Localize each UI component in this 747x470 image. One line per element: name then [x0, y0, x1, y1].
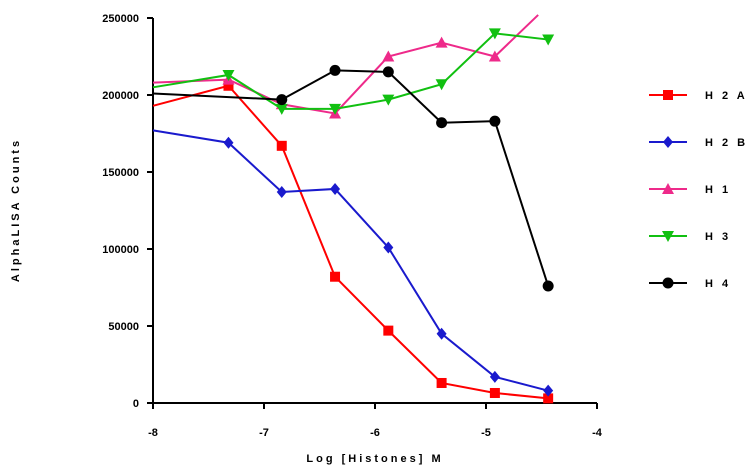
data-point — [435, 36, 448, 48]
legend-label: H 2 A — [705, 90, 747, 102]
x-axis-title: Log [Histones] M — [306, 453, 443, 465]
data-point — [542, 34, 555, 46]
series-line — [152, 32, 549, 110]
data-point — [382, 50, 395, 62]
x-tick-label: -4 — [592, 427, 603, 439]
series-layer — [152, 14, 555, 404]
x-tick-label: -8 — [148, 427, 158, 439]
legend-marker — [663, 90, 673, 100]
legend-marker — [662, 231, 674, 242]
data-point — [329, 64, 341, 76]
series-line — [152, 14, 539, 115]
legend-label: H 3 — [705, 231, 731, 243]
series-h3 — [152, 28, 555, 115]
data-point — [329, 103, 342, 115]
legend-item: H 3 — [649, 231, 731, 243]
series-h1 — [152, 14, 539, 119]
legend-item: H 4 — [649, 277, 731, 290]
legend-label: H 1 — [705, 184, 731, 196]
data-point — [543, 384, 554, 397]
y-tick-label: 150000 — [102, 167, 139, 179]
y-tick-label: 200000 — [102, 90, 139, 102]
data-point — [382, 66, 394, 78]
data-point — [382, 94, 395, 106]
legend-item: H 1 — [649, 183, 731, 196]
data-point — [436, 117, 448, 129]
series-line — [152, 69, 550, 287]
series-h2a — [152, 80, 554, 404]
data-point — [222, 69, 235, 81]
series-line — [152, 129, 549, 392]
data-point — [543, 393, 554, 404]
data-point — [436, 327, 447, 340]
series-line — [152, 84, 549, 400]
series-h2b — [152, 129, 554, 397]
data-point — [489, 387, 500, 398]
legend-label: H 4 — [705, 278, 731, 290]
series-h4 — [152, 64, 554, 292]
y-tick-label: 100000 — [102, 244, 139, 256]
data-point — [488, 28, 501, 40]
y-tick-label: 50000 — [108, 321, 139, 333]
data-point — [223, 80, 234, 91]
x-ticks: -8 -7 -6 -5 -4 — [148, 403, 603, 439]
legend-item: H 2 A — [649, 90, 747, 102]
data-point — [275, 103, 288, 115]
data-point — [489, 115, 501, 127]
data-point — [330, 271, 341, 282]
data-point — [276, 186, 287, 199]
data-point — [276, 94, 288, 106]
legend-marker — [662, 277, 674, 289]
y-ticks: 0 50000 100000 150000 200000 250000 — [102, 13, 153, 410]
data-point — [276, 140, 287, 151]
data-point — [542, 280, 554, 292]
data-point — [223, 136, 234, 149]
legend-marker — [662, 183, 674, 194]
data-point — [436, 377, 447, 388]
data-point — [489, 370, 500, 383]
y-tick-label: 0 — [133, 398, 139, 410]
data-point — [435, 79, 448, 91]
data-point — [383, 241, 394, 254]
x-tick-label: -5 — [481, 427, 491, 439]
data-point — [488, 50, 501, 62]
x-tick-label: -6 — [370, 427, 380, 439]
data-point — [383, 325, 394, 336]
legend-marker — [663, 136, 673, 148]
y-tick-label: 250000 — [102, 13, 139, 25]
data-point — [330, 182, 341, 195]
y-axis-title: AlphaLISA Counts — [10, 138, 22, 282]
x-tick-label: -7 — [259, 427, 269, 439]
legend-item: H 2 B — [649, 136, 747, 149]
legend-label: H 2 B — [705, 137, 747, 149]
legend: H 2 A H 2 B H 1 H 3 H 4 — [649, 90, 747, 290]
